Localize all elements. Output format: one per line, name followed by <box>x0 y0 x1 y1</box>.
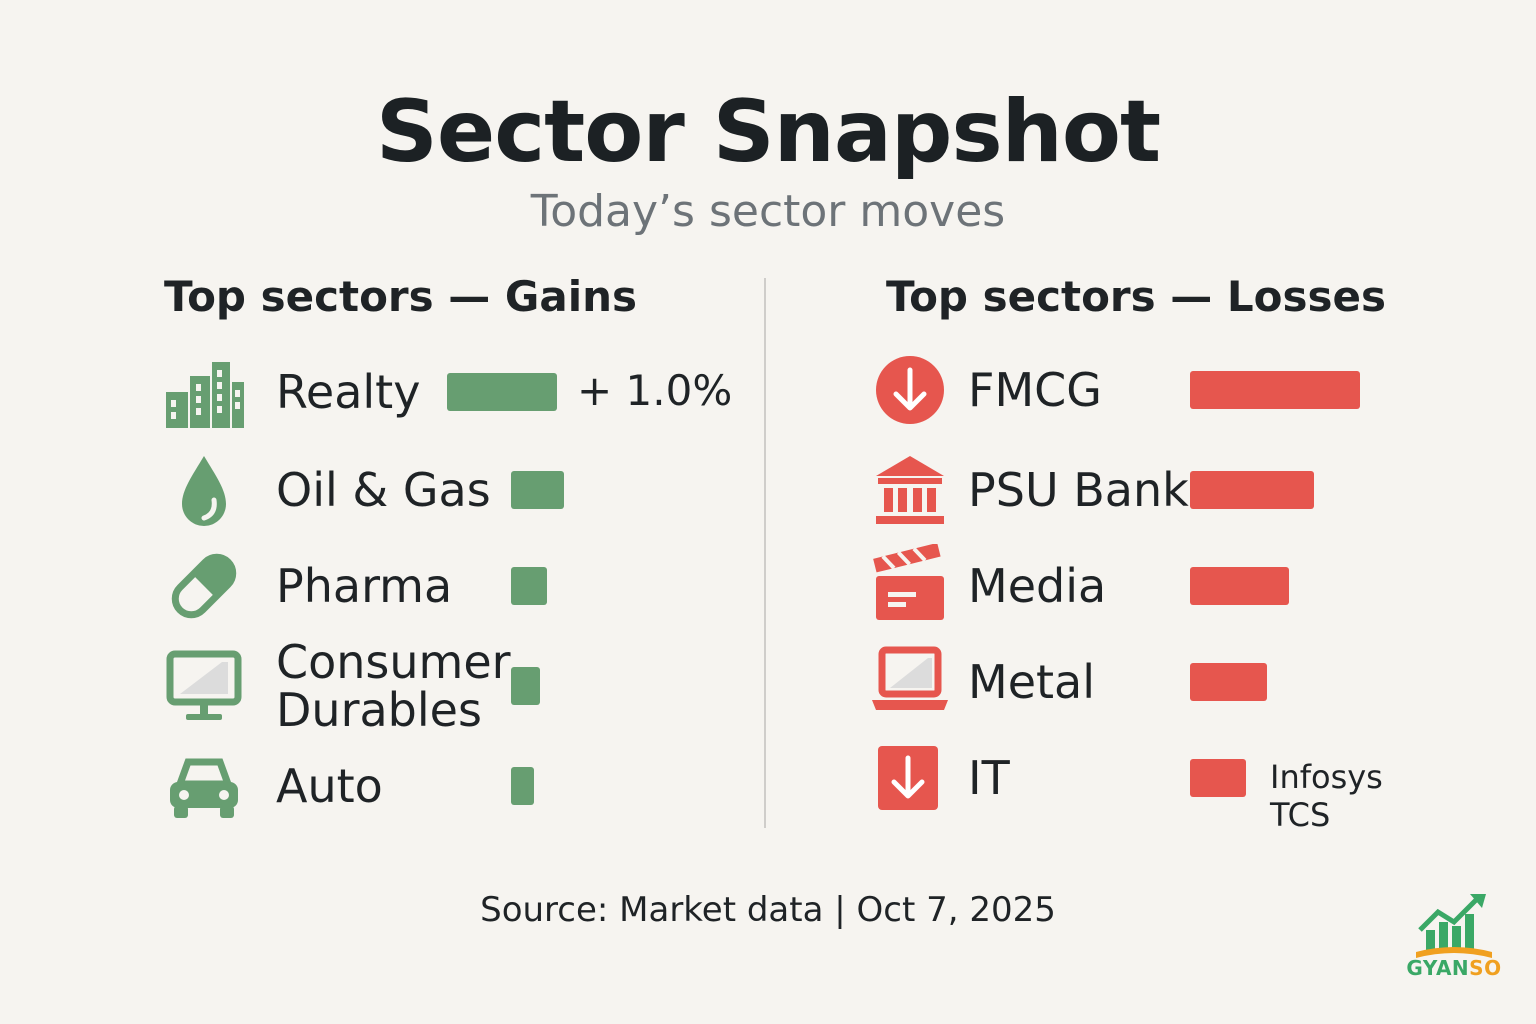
category-label-line: Pharma <box>276 559 453 613</box>
page-subtitle: Today’s sector moves <box>530 186 1006 237</box>
category-label-line: PSU Bank <box>968 463 1189 517</box>
page-title: Sector Snapshot <box>375 82 1161 182</box>
losses-heading: Top sectors — Losses <box>886 272 1386 321</box>
logo-text-green: GYAN <box>1406 956 1470 980</box>
bar <box>1190 567 1289 605</box>
bar-annotation-line: TCS <box>1270 796 1331 834</box>
category-label-line: Metal <box>968 655 1095 709</box>
category-label: IT <box>968 754 1010 802</box>
down-arrow-circle-icon <box>876 356 944 424</box>
category-label-line: Durables <box>276 683 482 737</box>
down-arrow-square-icon <box>878 746 938 810</box>
bar <box>447 373 557 411</box>
category-label: Realty <box>276 368 420 416</box>
category-label: PSU Bank <box>968 466 1189 514</box>
category-label: FMCG <box>968 366 1102 414</box>
category-label-line: Media <box>968 559 1107 613</box>
bar <box>1190 663 1267 701</box>
bar-annotation-line: Infosys <box>1270 758 1383 796</box>
category-label-line: Consumer <box>276 635 511 689</box>
bar <box>511 667 540 705</box>
category-label-line: FMCG <box>968 363 1102 417</box>
category-label-line: Auto <box>276 759 383 813</box>
bank-icon <box>876 456 944 524</box>
laptop-icon <box>872 646 948 710</box>
source-note: Source: Market data | Oct 7, 2025 <box>480 890 1056 930</box>
bar <box>511 567 547 605</box>
bar <box>511 471 564 509</box>
monitor-icon <box>166 650 242 720</box>
category-label: Consumer Durables <box>276 638 511 734</box>
category-label-line: IT <box>968 751 1010 805</box>
bar <box>1190 371 1360 409</box>
category-label: Media <box>968 562 1106 610</box>
column-divider <box>764 278 766 828</box>
bar <box>1190 759 1246 797</box>
bar-annotation: Infosys TCS <box>1270 758 1383 834</box>
gains-heading: Top sectors — Gains <box>164 272 637 321</box>
pill-icon <box>171 553 237 619</box>
category-label-line: Realty <box>276 365 421 419</box>
category-label: Pharma <box>276 562 452 610</box>
category-label: Oil & Gas <box>276 466 491 514</box>
car-icon <box>170 758 238 818</box>
category-label: Auto <box>276 762 383 810</box>
category-label-line: Oil & Gas <box>276 463 491 517</box>
buildings-icon <box>166 362 244 428</box>
bar <box>1190 471 1314 509</box>
logo-text-orange: SO <box>1469 956 1502 980</box>
value-label: + 1.0% <box>577 366 733 415</box>
bar <box>511 767 534 805</box>
oil-drop-icon <box>182 456 226 526</box>
category-label: Metal <box>968 658 1095 706</box>
growth-chart-logo-icon <box>1416 894 1492 958</box>
clapperboard-icon <box>873 544 944 620</box>
